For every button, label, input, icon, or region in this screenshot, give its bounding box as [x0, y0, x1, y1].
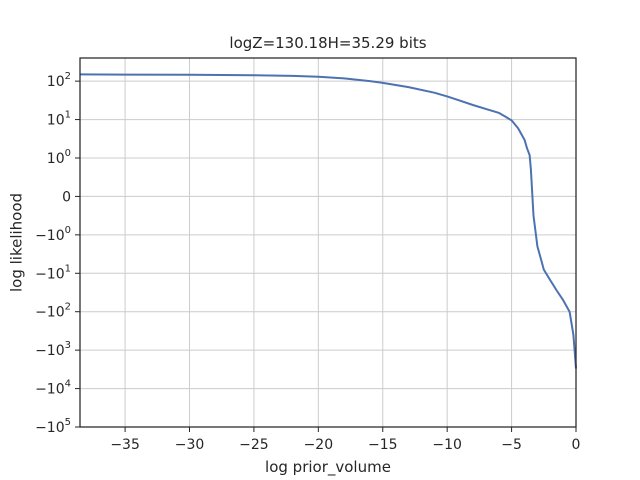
y-tick-base: 10 — [47, 151, 65, 167]
y-tick-label: −102 — [35, 302, 71, 321]
y-tick-exponent: 3 — [65, 340, 71, 351]
y-axis-label: log likelihood — [8, 193, 26, 292]
y-tick-label: 102 — [47, 71, 71, 90]
y-tick-exponent: 2 — [65, 71, 71, 82]
series-layer — [79, 73, 577, 369]
x-tick-label: −25 — [239, 437, 269, 453]
x-tick-label: −30 — [175, 437, 205, 453]
y-tick-label: 0 — [62, 189, 71, 205]
y-tick-label: −103 — [35, 340, 71, 359]
y-tick-label: −105 — [35, 417, 71, 436]
y-tick-base: −10 — [35, 266, 65, 282]
y-tick-label: −100 — [35, 225, 71, 244]
x-tick-label: −15 — [368, 437, 398, 453]
y-tick-exponent: 1 — [65, 110, 71, 121]
y-tick-exponent: 0 — [65, 148, 71, 159]
y-tick-exponent: 1 — [65, 263, 71, 274]
y-tick-base: −10 — [35, 420, 65, 436]
y-tick-base: −10 — [35, 382, 65, 398]
y-tick-label: −104 — [35, 379, 71, 398]
plot-frame — [79, 57, 577, 428]
x-axis-label: log prior_volume — [265, 458, 391, 477]
y-tick-base: 10 — [47, 74, 65, 90]
x-tick-label: 0 — [572, 437, 581, 453]
y-tick-exponent: 0 — [65, 225, 71, 236]
y-tick-label: 100 — [47, 148, 71, 167]
y-tick-exponent: 2 — [65, 302, 71, 313]
x-tick-label: −35 — [110, 437, 140, 453]
chart-title: logZ=130.18H=35.29 bits — [229, 34, 426, 52]
x-tick-label: −20 — [304, 437, 334, 453]
series-line — [79, 73, 577, 369]
x-tick-label: −5 — [501, 437, 522, 453]
y-tick-base: −10 — [35, 343, 65, 359]
y-tick-base: 0 — [62, 189, 71, 205]
y-tick-exponent: 4 — [65, 379, 71, 390]
y-tick-base: −10 — [35, 228, 65, 244]
y-tick-label: 101 — [47, 110, 71, 129]
x-tick-label: −10 — [432, 437, 462, 453]
x-axis: −35 −30 −25 −20 −15 −10 −5 0 — [110, 427, 580, 453]
y-tick-base: −10 — [35, 305, 65, 321]
y-tick-label: −101 — [35, 263, 71, 282]
y-tick-base: 10 — [47, 113, 65, 129]
y-tick-exponent: 5 — [65, 417, 71, 428]
